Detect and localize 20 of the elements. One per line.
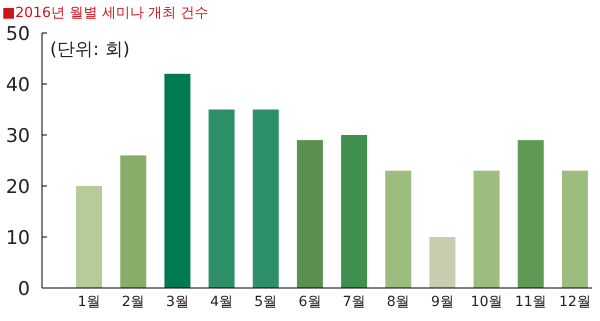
x-tick-label: 9월 xyxy=(430,294,454,310)
x-tick-label: 3월 xyxy=(166,294,189,310)
y-tick-label: 40 xyxy=(6,74,30,96)
x-tick-label: 7월 xyxy=(342,294,366,310)
x-tick-label: 5월 xyxy=(254,294,278,310)
y-tick-label: 30 xyxy=(6,125,30,147)
x-tick-label: 6월 xyxy=(298,294,322,310)
y-tick-label: 10 xyxy=(6,227,30,249)
y-tick-label: 50 xyxy=(6,23,30,45)
x-tick-label: 8월 xyxy=(386,294,410,310)
x-tick-label: 11월 xyxy=(514,294,547,310)
y-tick-label: 0 xyxy=(18,278,30,300)
x-tick-label: 1월 xyxy=(78,294,101,310)
x-tick-label: 2월 xyxy=(122,294,145,310)
chart-title: ■2016년 월별 세미나 개최 건수 xyxy=(2,5,209,21)
x-tick-label: 4월 xyxy=(210,294,234,310)
annotation: (단위: 회) xyxy=(50,39,130,60)
y-tick-label: 20 xyxy=(6,176,30,198)
x-tick-label: 12월 xyxy=(559,294,591,310)
x-tick-label: 10월 xyxy=(470,294,502,310)
